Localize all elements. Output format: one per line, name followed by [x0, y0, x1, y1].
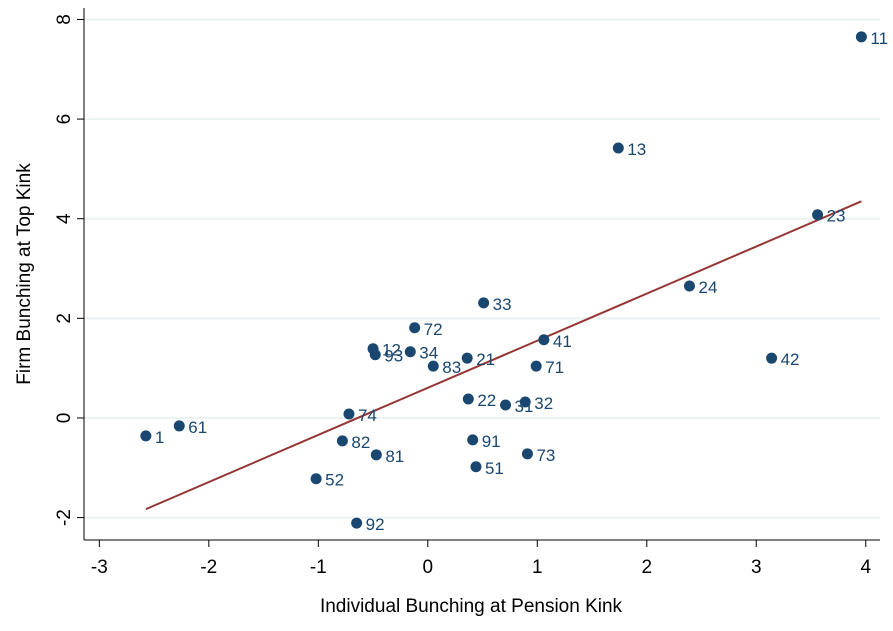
point-label: 52: [325, 471, 344, 490]
point: [427, 360, 439, 372]
point: [538, 334, 550, 346]
y-axis-title: Firm Bunching at Top Kink: [14, 163, 35, 385]
point-label: 73: [536, 446, 555, 465]
point-label: 81: [385, 447, 404, 466]
point-label: 12: [382, 341, 401, 360]
point: [467, 434, 479, 446]
point-label: 51: [485, 459, 504, 478]
point-label: 23: [827, 207, 846, 226]
point: [310, 473, 322, 485]
point: [140, 430, 152, 442]
point-label: 32: [534, 394, 553, 413]
point-label: 24: [698, 278, 717, 297]
y-tick-label: 6: [54, 114, 75, 125]
point: [500, 399, 512, 411]
point: [521, 448, 533, 460]
point-label: 41: [553, 332, 572, 351]
point-label: 92: [366, 515, 385, 534]
point-label: 72: [424, 320, 443, 339]
point-label: 74: [358, 406, 377, 425]
y-tick-label: 8: [54, 14, 75, 25]
point-label: 22: [477, 391, 496, 410]
y-tick-label: 4: [54, 213, 75, 224]
point-label: 93: [384, 347, 403, 366]
point: [343, 408, 355, 420]
point-label: 34: [419, 344, 438, 363]
x-tick-label: 4: [860, 557, 871, 578]
point: [766, 352, 778, 364]
x-tick-label: 3: [751, 557, 762, 578]
point: [173, 420, 185, 432]
point: [530, 360, 542, 372]
x-tick-label: -3: [91, 557, 108, 578]
point: [812, 209, 824, 221]
point: [478, 297, 490, 309]
point-label: 21: [476, 350, 495, 369]
point: [336, 435, 348, 447]
point-label: 33: [493, 295, 512, 314]
x-tick-label: -2: [200, 557, 217, 578]
point-label: 91: [482, 432, 501, 451]
y-tick-label: 0: [54, 413, 75, 424]
point: [404, 346, 416, 358]
point: [369, 349, 381, 361]
point-label: 82: [351, 433, 370, 452]
point-label: 42: [781, 350, 800, 369]
point-label: 61: [188, 418, 207, 437]
point: [351, 517, 363, 529]
point: [683, 280, 695, 292]
point-label: 13: [627, 140, 646, 159]
y-tick-label: 2: [54, 313, 75, 324]
point-label: 1: [155, 428, 164, 447]
point: [370, 449, 382, 461]
x-axis-title: Individual Bunching at Pension Kink: [320, 596, 623, 617]
x-tick-label: -1: [310, 557, 327, 578]
point-label: 71: [545, 358, 564, 377]
point-label: 83: [442, 358, 461, 377]
point: [612, 142, 624, 154]
point: [855, 31, 867, 43]
x-tick-label: 0: [423, 557, 434, 578]
point: [409, 322, 421, 334]
point: [470, 461, 482, 473]
point: [461, 352, 473, 364]
point-label: 11: [870, 29, 888, 48]
x-tick-label: 2: [641, 557, 652, 578]
fit-line: [145, 200, 862, 511]
x-tick-label: 1: [532, 557, 543, 578]
y-tick-label: -2: [54, 509, 75, 526]
point: [462, 393, 474, 405]
point: [519, 396, 531, 408]
